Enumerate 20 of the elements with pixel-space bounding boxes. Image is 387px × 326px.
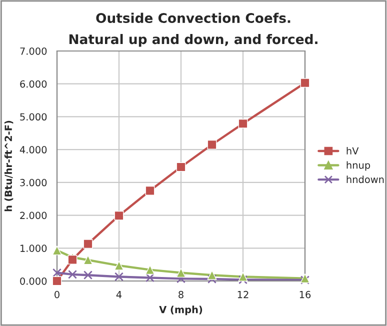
x-tick-label: 12 xyxy=(238,290,248,298)
x-tick-label: 4 xyxy=(116,291,122,298)
x-axis-title: V (mph) xyxy=(159,306,202,316)
x-tick-label: 8 xyxy=(178,290,184,298)
legend-label: hV xyxy=(346,147,359,154)
y-tick-label: 5.000 xyxy=(20,113,47,121)
legend-label: hndown xyxy=(346,176,384,184)
y-axis-title: h (Btu/hr-ft^2-F) xyxy=(4,120,14,212)
y-tick-label: 7.000 xyxy=(20,47,47,55)
chart-title: Outside Convection Coefs. xyxy=(96,12,290,24)
y-tick-label: 2.000 xyxy=(20,212,47,220)
y-tick-label: 1.000 xyxy=(20,244,47,252)
legend-label: hnup xyxy=(346,161,370,171)
y-tick-label: 4.000 xyxy=(20,146,47,154)
x-tick-label: 16 xyxy=(300,290,311,298)
x-tick-label: 0 xyxy=(54,290,60,298)
chart-subtitle: Natural up and down, and forced. xyxy=(69,34,318,47)
y-tick-label: 3.000 xyxy=(20,178,47,186)
y-tick-label: 6.000 xyxy=(20,80,47,88)
y-tick-label: 0.000 xyxy=(20,277,47,285)
